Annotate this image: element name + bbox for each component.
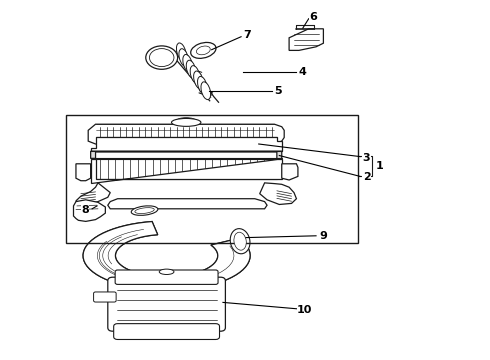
FancyBboxPatch shape (108, 277, 225, 331)
FancyBboxPatch shape (94, 292, 116, 302)
Polygon shape (289, 29, 323, 50)
Polygon shape (88, 124, 284, 144)
Ellipse shape (201, 82, 211, 100)
FancyBboxPatch shape (115, 270, 218, 284)
Ellipse shape (191, 42, 216, 58)
Ellipse shape (176, 43, 186, 61)
Ellipse shape (190, 66, 200, 84)
Polygon shape (74, 200, 105, 221)
Polygon shape (282, 164, 298, 180)
Ellipse shape (186, 60, 196, 78)
Ellipse shape (197, 76, 207, 94)
Text: 5: 5 (274, 86, 282, 96)
Bar (66, 115, 358, 243)
Polygon shape (91, 137, 282, 151)
Ellipse shape (194, 71, 203, 89)
FancyBboxPatch shape (114, 324, 220, 339)
Text: 4: 4 (299, 67, 307, 77)
Text: 3: 3 (363, 153, 370, 163)
Ellipse shape (179, 49, 189, 67)
Ellipse shape (135, 208, 154, 213)
Polygon shape (76, 183, 110, 205)
Ellipse shape (159, 269, 174, 274)
Polygon shape (83, 221, 250, 290)
Text: 6: 6 (310, 12, 318, 22)
Ellipse shape (172, 118, 201, 126)
Polygon shape (108, 199, 267, 209)
Ellipse shape (146, 46, 177, 69)
Ellipse shape (234, 232, 246, 250)
Text: 8: 8 (81, 204, 89, 215)
Text: 7: 7 (244, 30, 251, 40)
Polygon shape (91, 159, 282, 183)
Text: 2: 2 (363, 172, 370, 183)
Ellipse shape (131, 206, 158, 215)
Text: 1: 1 (375, 161, 383, 171)
Polygon shape (91, 151, 282, 159)
Text: 9: 9 (319, 231, 327, 241)
Ellipse shape (183, 54, 193, 72)
Text: 10: 10 (297, 305, 313, 315)
Ellipse shape (149, 49, 174, 67)
Polygon shape (260, 183, 296, 204)
Polygon shape (83, 221, 250, 290)
Ellipse shape (196, 46, 210, 55)
Ellipse shape (230, 229, 250, 254)
Polygon shape (76, 164, 91, 181)
